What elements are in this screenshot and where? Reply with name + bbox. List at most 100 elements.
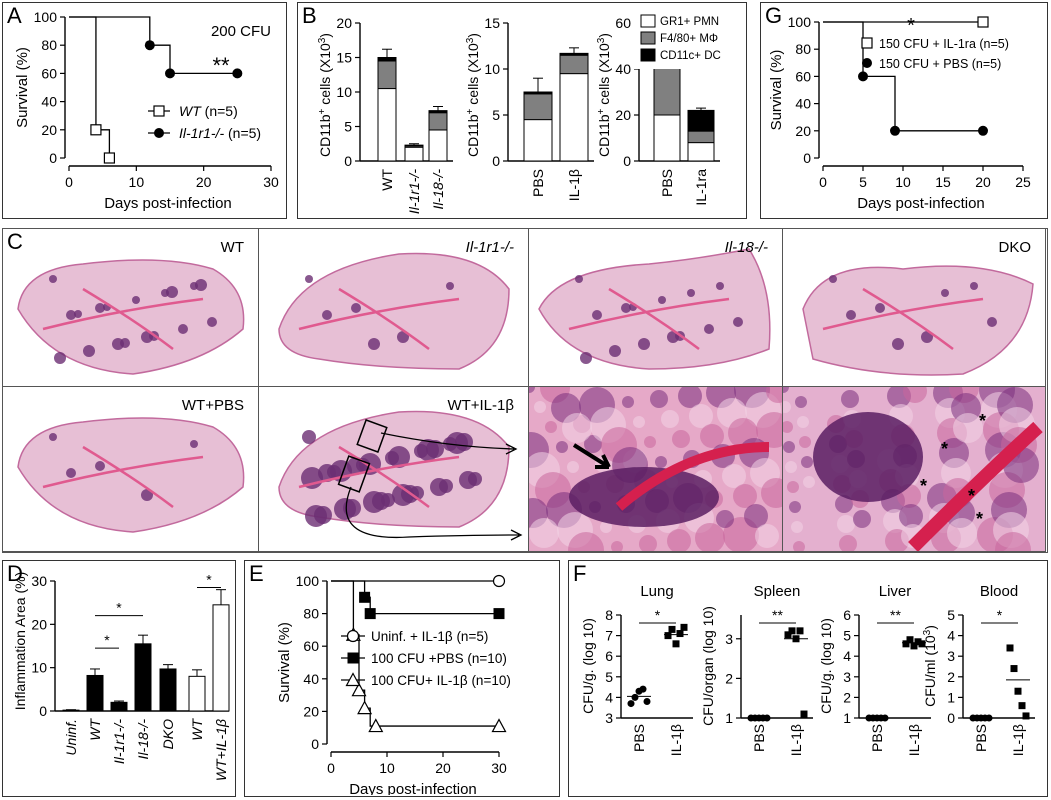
x-tick-label: 10 [129,174,145,190]
bar-segment [687,130,715,144]
x-tick-label: 10 [895,174,911,190]
panel-c: C WT Il-1r1-/- Il-18-/- DKO WT+PBS WT+IL-1β * *… [2,228,1048,553]
bar-segment [559,52,589,56]
histology-tile: DKO [783,229,1046,387]
y-tick-label: 20 [41,122,57,138]
y-tick-label: 20 [336,15,352,31]
airway-vessel [298,445,460,509]
x-tick-label: 0 [65,174,73,190]
panel-g: G 0 20 40 60 80 100 0 5 10 15 20 25 Survival (%) Days… [760,2,1048,219]
asterisk-annotation: * [979,411,986,431]
lung-tissue-outline [17,259,245,375]
tissue-texture [567,461,579,473]
bar [212,604,230,712]
inflammation-focus [687,289,695,297]
lung-tissue-outline [17,417,245,533]
annotation-label: 200 CFU [211,23,271,40]
y-axis-label: CD11b+ cells (X103) [317,33,334,157]
survival-chart-g: 0 20 40 60 80 100 0 5 10 15 20 25 Survival (%) Days p… [768,14,1031,212]
y-tick-label: 0 [492,153,500,169]
tissue-texture [839,535,857,551]
x-tick-label: IL-1β [906,724,922,756]
y-tick-label: 4 [605,689,613,705]
data-point [492,574,506,588]
tissue-texture [600,521,612,533]
y-tick-label: 0 [623,153,631,169]
tissue-texture [903,387,927,403]
panel-label: A [7,3,22,28]
y-tick-label: 4 [947,628,955,644]
tile-label: DKO [998,239,1031,256]
significance-marker: * [907,15,915,37]
data-point [346,629,360,643]
significance-marker: ** [890,607,901,623]
airway-vessel [42,287,204,351]
asterisk-annotation: * [941,439,948,459]
data-point [800,710,808,718]
inflammation-focus [658,296,666,304]
inflammation-focus [446,282,454,290]
y-tick-label: 10 [31,660,47,676]
chart-title: Lung [640,583,673,600]
histology-tile: * * * * * [783,387,1046,552]
y-tick-label: 5 [605,669,613,685]
panel-b: B 0 5 10 15 20 CD11b+ cells (X103) WT Il-1r1-/-… [297,2,747,219]
inflammation-focus [704,324,714,334]
y-tick-label: 40 [795,96,811,112]
inflammation-focus [190,440,198,448]
data-point [668,625,676,633]
data-point [1010,665,1018,673]
bar-segment [653,114,681,162]
x-tick-label: PBS [659,169,675,197]
inflammation-focus [178,324,188,334]
y-tick-label: 20 [303,703,319,719]
x-axis-label: Days post-infection [857,195,985,212]
bar [159,668,177,712]
tissue-texture [799,436,811,448]
y-axis-label: Survival (%) [14,47,31,128]
x-axis-label: Days post-infection [104,195,232,212]
inflammation-focus [397,331,409,343]
data-point [906,636,914,644]
x-tick-label: PBS [631,724,647,752]
legend-label: 100 CFU+ IL-1β (n=10) [371,673,511,688]
tissue-texture [744,504,768,528]
data-point [627,700,635,708]
data-point [664,632,672,640]
y-tick-label: 0 [39,703,47,719]
data-point [861,37,873,49]
inflammation-focus [468,472,482,486]
tile-label: WT [220,239,244,256]
histology-zoom-image [529,387,782,551]
tissue-texture [568,532,604,551]
tissue-texture [835,495,853,513]
panel-f: F 3 4 5 6 7 8 Lung CFU/g. (log 10) PBS IL-1β * 1 2 3 S… [568,560,1048,797]
histology-tile: WT+PBS [3,387,259,552]
bar-segment [428,129,448,162]
x-tick-label: WT [189,718,205,741]
bar-segment [559,54,589,75]
lung-section-image [538,248,771,370]
data-point [796,627,804,635]
lung-tissue-outline [278,252,510,370]
inflammation-focus [54,352,66,364]
survival-chart-a: 0 20 40 60 80 100 0 10 20 30 Survival (%) Days post… [14,9,279,212]
inflammation-focus [941,289,949,297]
legend-swatch [640,31,656,45]
data-point [1022,712,1030,720]
tile-label: Il-18-/- [724,239,768,256]
tissue-texture [667,529,691,551]
x-tick-label: PBS [530,169,546,197]
bar [188,675,206,712]
y-tick-label: 2 [843,689,851,705]
survival-line [69,16,111,158]
x-tick-label: IL-1β [1010,724,1026,756]
inflammation-focus [921,331,933,343]
histology-zoom-image: *** ** [783,387,1045,551]
x-tick-label: IL-1ra [693,169,709,206]
bar-segment [377,88,397,162]
tissue-texture [783,387,789,393]
data-point [1014,687,1022,695]
bar-segment [377,60,397,90]
tissue-texture [841,390,859,408]
